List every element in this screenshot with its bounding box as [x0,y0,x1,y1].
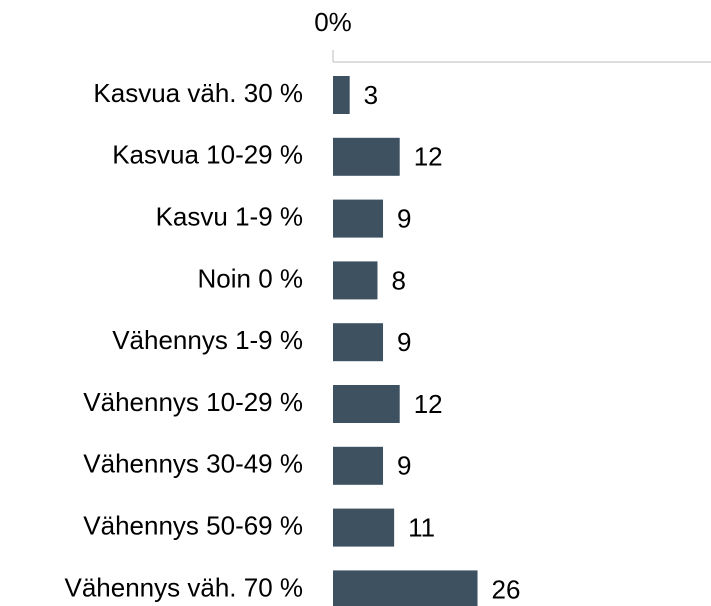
y-tick-label: Kasvua 10-29 % [112,140,303,170]
y-tick-label: Vähennys 1-9 % [112,325,303,355]
y-tick-label: Noin 0 % [198,263,304,293]
y-tick-label: Vähennys 50-69 % [83,510,303,540]
y-tick-label: Vähennys 30-49 % [83,449,303,479]
bar [333,508,395,547]
y-tick-label: Vähennys 10-29 % [83,387,303,417]
data-label: 11 [408,512,435,542]
data-label: 8 [391,265,405,295]
bar [333,446,384,485]
data-label: 3 [364,80,378,110]
y-tick-label: Vähennys väh. 70 % [65,572,304,602]
data-label: 9 [397,451,411,481]
bar [333,385,400,423]
bar [333,323,384,362]
bar [333,570,478,606]
bar [333,137,400,176]
bar [333,199,384,238]
data-label: 12 [414,389,443,419]
y-tick-label: Kasvua väh. 30 % [93,78,303,108]
bar [333,76,350,114]
data-label: 9 [397,203,411,233]
y-tick-label: Kasvu 1-9 % [156,201,303,231]
data-label: 12 [414,142,443,172]
bar [333,261,378,300]
x-tick-label: 0% [314,7,352,37]
data-label: 26 [492,574,521,604]
data-label: 9 [397,327,411,357]
